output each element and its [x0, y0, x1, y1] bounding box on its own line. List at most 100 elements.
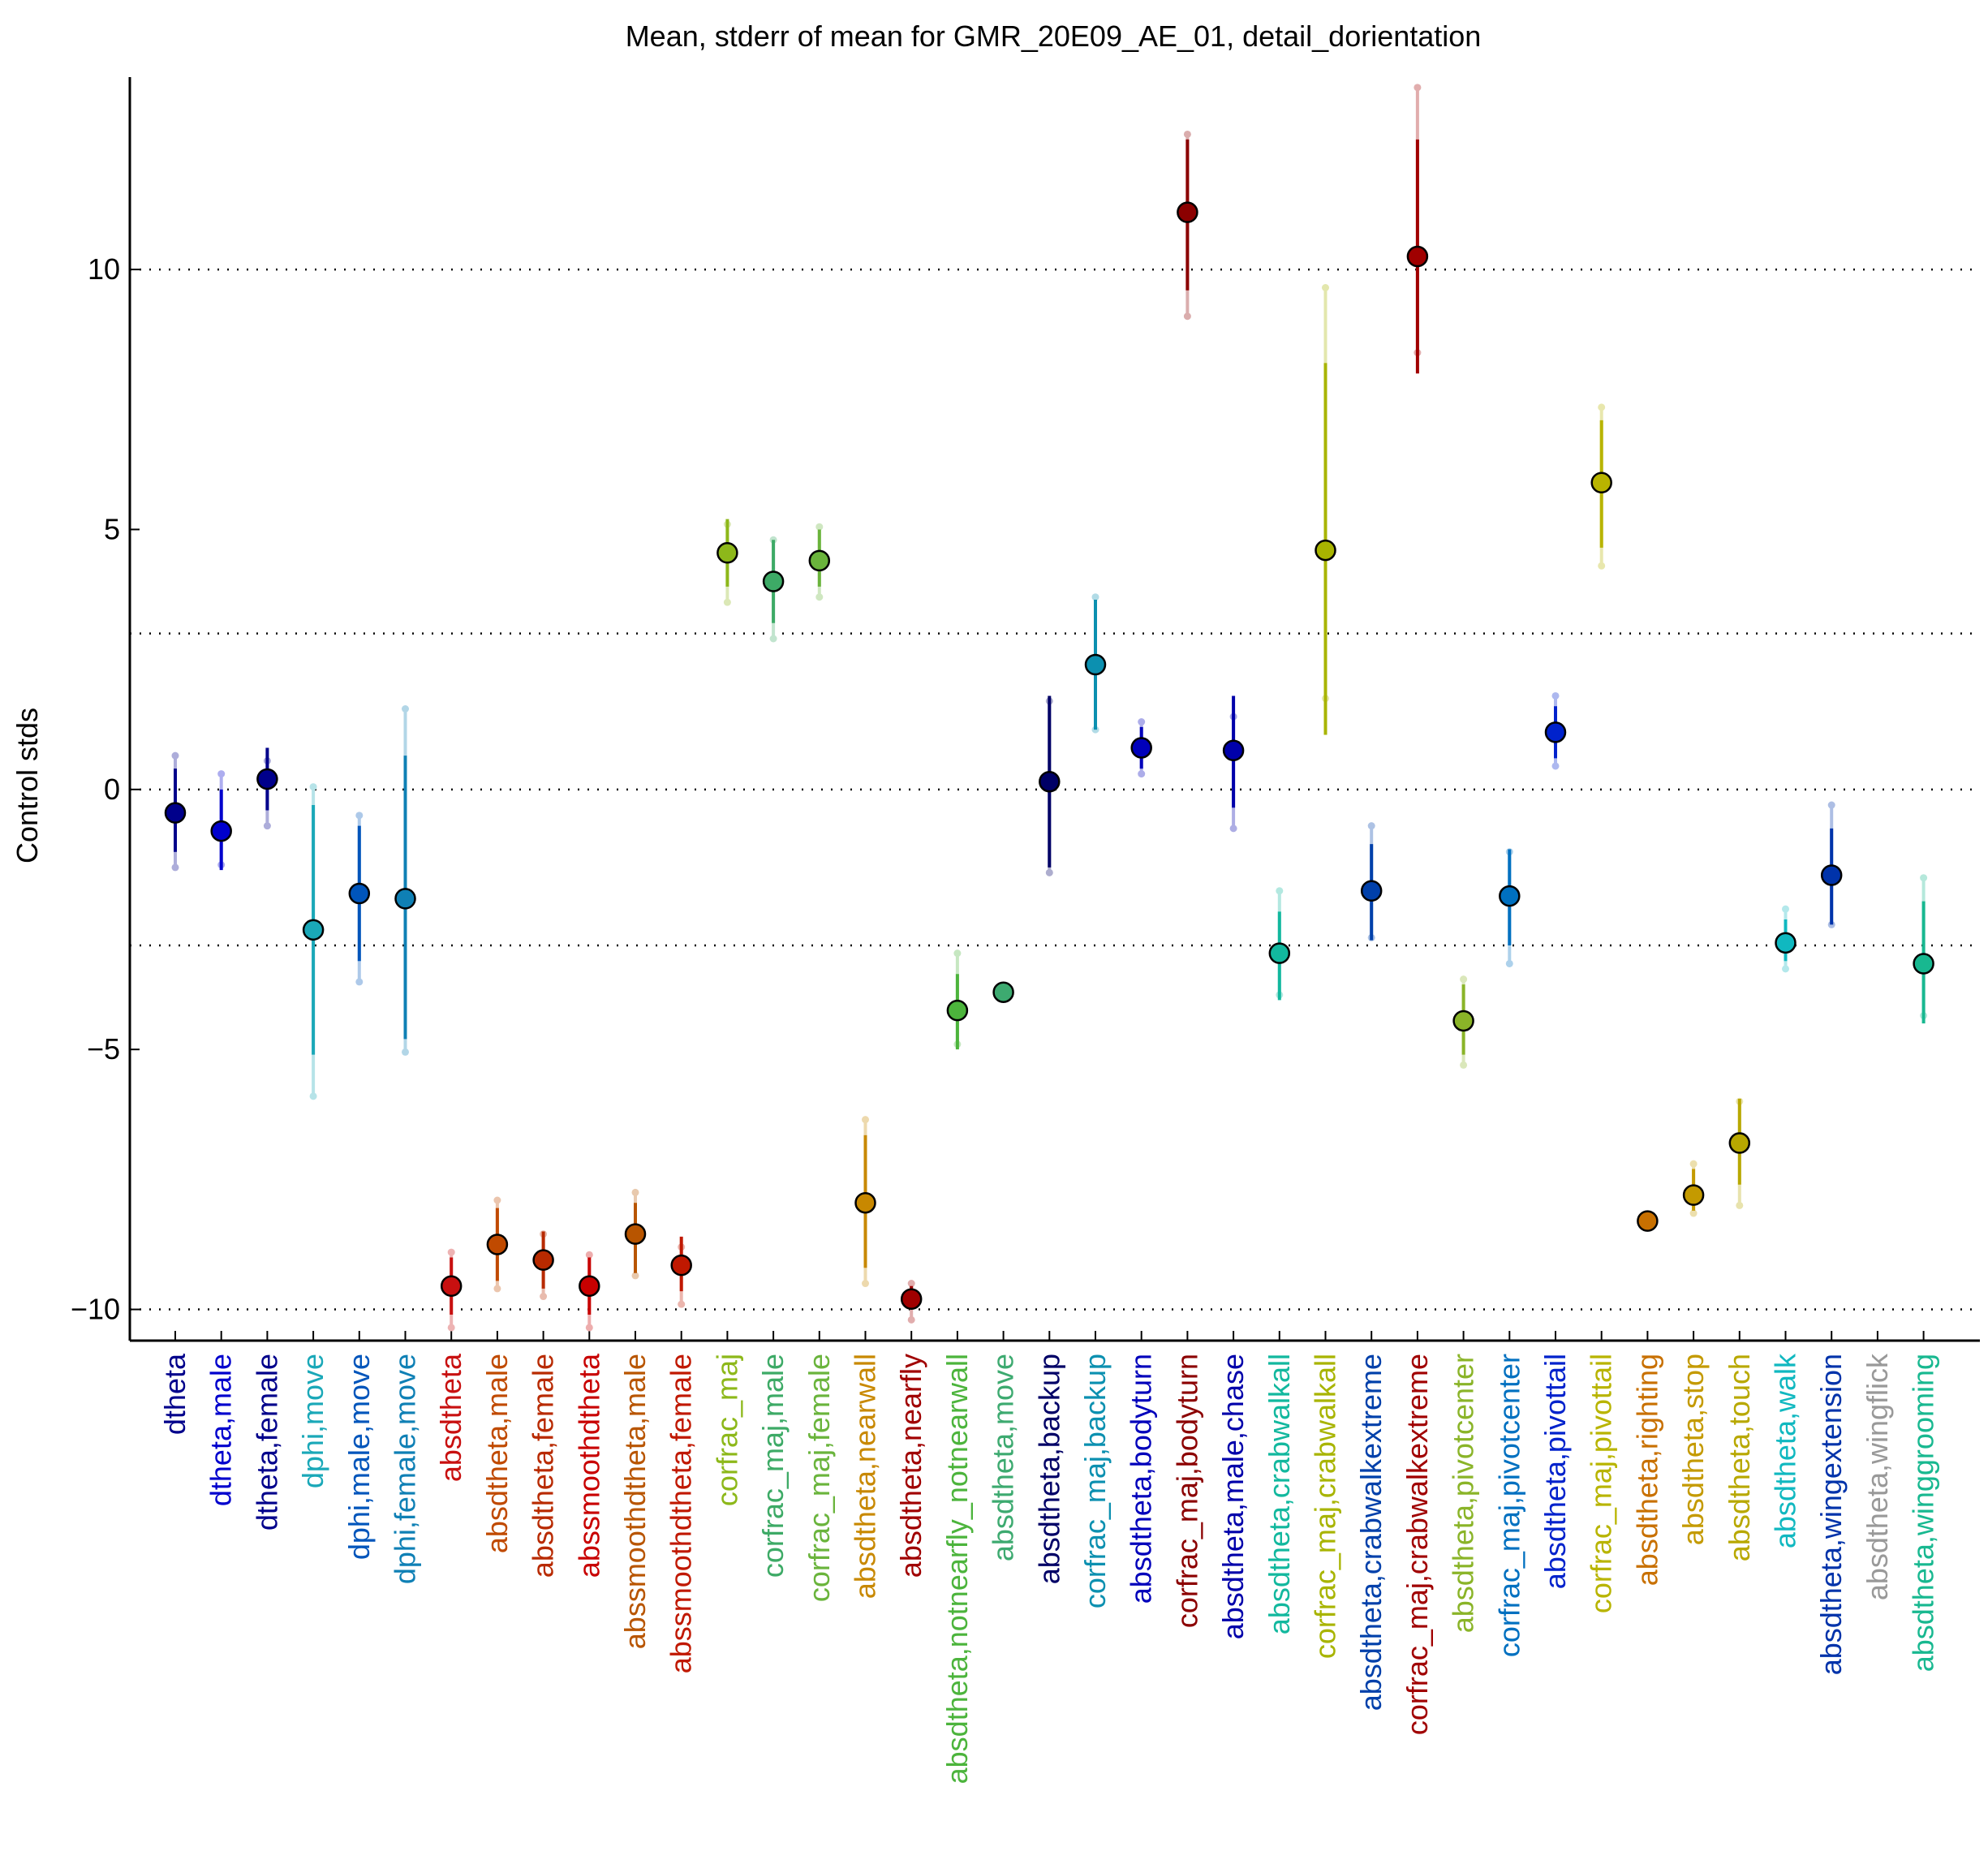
mean-point	[716, 542, 738, 564]
x-tick-label: corfrac_maj,backup	[1078, 1354, 1112, 1608]
ci-end-high	[585, 1251, 593, 1259]
mean-point	[1315, 539, 1336, 562]
mean-point	[1637, 1210, 1659, 1232]
ci-end-low	[493, 1285, 501, 1293]
ci-end-low	[1551, 762, 1560, 770]
x-tick-label: absdtheta,notnearfly_notnearwall	[940, 1354, 974, 1784]
mean-point	[1544, 721, 1567, 743]
ci-end-low	[1736, 1201, 1744, 1209]
mean-point	[854, 1191, 876, 1214]
ci-end-high	[1414, 84, 1422, 92]
x-tick-label: absdtheta,crabwalkextreme	[1354, 1354, 1388, 1711]
x-tick-label: absdtheta,righting	[1630, 1354, 1663, 1586]
ci-end-low	[402, 1048, 409, 1056]
ci-end-low	[1229, 825, 1237, 833]
ci-end-low	[1689, 1209, 1698, 1217]
x-tick-label: absdtheta,stop	[1676, 1354, 1710, 1545]
mean-point	[486, 1234, 509, 1255]
x-tick-label: corfrac_maj,pivotcenter	[1492, 1354, 1525, 1657]
y-tick-label: −10	[71, 1293, 120, 1326]
y-tick-label: 5	[104, 512, 120, 545]
data-marks	[164, 84, 1934, 1341]
ci-end-high	[309, 783, 317, 791]
mean-point	[762, 570, 785, 592]
x-tick-label: absdtheta	[434, 1353, 467, 1482]
mean-point	[1499, 885, 1521, 907]
x-tick-label: corfrac_maj,crabwalkall	[1309, 1354, 1342, 1659]
ci-end-high	[815, 523, 824, 531]
ci-end-low	[1782, 965, 1789, 973]
ci-end-high	[1551, 691, 1560, 700]
x-tick-label: absdtheta,nearwall	[849, 1354, 882, 1599]
x-tick-label: absdtheta,backup	[1032, 1354, 1065, 1584]
x-tick-label: dphi,male,move	[342, 1354, 376, 1560]
x-tick-label: absdtheta,female	[527, 1354, 560, 1578]
mean-point	[900, 1288, 923, 1310]
ci-end-high	[1367, 822, 1375, 830]
x-tick-label: corfrac_maj,crabwalkextreme	[1401, 1354, 1434, 1735]
ci-end-low	[1460, 1061, 1468, 1069]
ci-end-high	[1920, 874, 1928, 882]
x-tick-label: dphi,move	[296, 1354, 329, 1488]
x-tick-label: abssmoothdtheta	[572, 1353, 605, 1578]
ci-end-high	[1460, 975, 1468, 984]
x-tick-label: absdtheta,move	[987, 1354, 1020, 1561]
ci-end-high	[1091, 593, 1099, 601]
mean-point	[1039, 770, 1061, 793]
mean-point	[624, 1223, 647, 1245]
x-tick-label: absdtheta,pivotcenter	[1447, 1354, 1480, 1633]
ci-end-high	[402, 705, 409, 713]
mean-point	[1775, 932, 1797, 954]
x-tick-label: dtheta,female	[250, 1354, 283, 1531]
mean-point	[256, 768, 278, 790]
mean-point	[1222, 739, 1245, 762]
ci-end-high	[953, 949, 962, 958]
mean-point	[670, 1254, 692, 1277]
mean-point	[164, 802, 187, 824]
x-tick-label: absdtheta,pivottail	[1538, 1354, 1572, 1589]
ci-end-low	[1138, 770, 1146, 778]
x-tick-label: dtheta	[158, 1353, 191, 1435]
x-tick-label: dtheta,male	[204, 1354, 238, 1506]
ci-end-low	[1505, 959, 1513, 967]
x-tick-label: absdtheta,wingflick	[1861, 1353, 1894, 1600]
mean-point	[1820, 864, 1843, 886]
mean-point	[1728, 1132, 1751, 1154]
ci-end-low	[769, 635, 777, 643]
mean-point	[808, 549, 831, 572]
x-tick-label: absdtheta,male	[480, 1354, 514, 1553]
ci-end-high	[1827, 801, 1835, 809]
y-tick-label: 0	[104, 773, 120, 806]
ci-end-high	[171, 751, 179, 760]
ci-end-low	[1598, 562, 1606, 570]
mean-point	[440, 1275, 463, 1297]
y-axis-label: Control stds	[11, 708, 44, 863]
axes	[128, 77, 1980, 1342]
ci-end-low	[723, 598, 731, 606]
mean-point	[1590, 471, 1612, 494]
mean-point	[946, 999, 969, 1022]
ci-end-low	[907, 1315, 915, 1324]
x-tick-label: dphi,female,move	[389, 1354, 422, 1584]
x-tick-label: corfrac_maj,female	[803, 1354, 836, 1602]
ci-end-high	[447, 1248, 455, 1256]
mean-point	[1913, 953, 1934, 975]
ci-end-low	[585, 1324, 593, 1332]
ci-end-high	[1782, 905, 1789, 913]
x-tick-label: corfrac_maj,pivottail	[1585, 1354, 1618, 1613]
ci-end-low	[631, 1272, 639, 1280]
ci-end-low	[263, 822, 271, 830]
x-tick-label: absdtheta,nearfly	[894, 1354, 927, 1578]
mean-point	[394, 888, 416, 910]
mean-point	[210, 820, 232, 842]
mean-point	[1360, 880, 1383, 902]
mean-point	[1084, 653, 1107, 676]
ci-end-low	[355, 978, 364, 986]
ci-end-high	[1183, 130, 1191, 138]
x-tick-label: absdtheta,bodyturn	[1125, 1354, 1158, 1604]
mean-point	[1177, 201, 1198, 223]
ci-end-high	[631, 1188, 639, 1196]
ci-end-high	[493, 1196, 501, 1204]
mean-point	[302, 919, 325, 941]
